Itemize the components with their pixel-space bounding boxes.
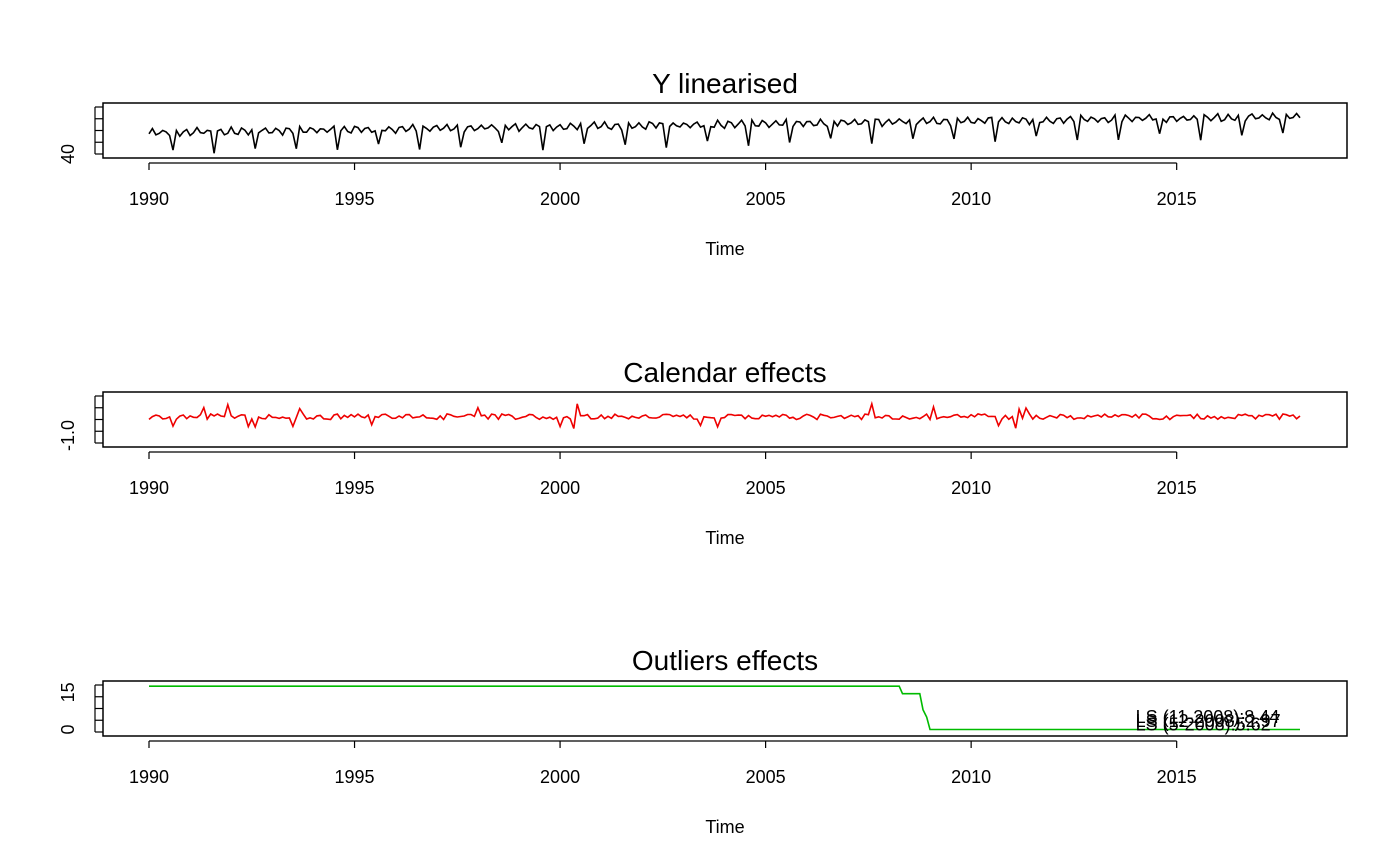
series-line bbox=[148, 111, 1301, 154]
series-line bbox=[148, 400, 1301, 430]
y-axis: -1.0 bbox=[58, 395, 103, 451]
y-tick-label: 15 bbox=[58, 682, 78, 702]
series-line bbox=[149, 685, 1300, 731]
x-tick-label: 1995 bbox=[335, 189, 375, 209]
chart-title: Calendar effects bbox=[623, 357, 826, 388]
x-tick-label: 1990 bbox=[129, 189, 169, 209]
x-tick-label: 2010 bbox=[951, 767, 991, 787]
x-tick-label: 2015 bbox=[1157, 189, 1197, 209]
y-tick-label: -1.0 bbox=[58, 420, 78, 451]
y-axis: 0 15 bbox=[58, 682, 103, 735]
x-axis: 1990 1995 2000 2005 2010 2015 bbox=[129, 740, 1197, 787]
y-axis: 40 bbox=[58, 106, 103, 164]
x-tick-label: 2000 bbox=[540, 767, 580, 787]
x-tick-label: 1990 bbox=[129, 767, 169, 787]
y-tick-label: 40 bbox=[58, 144, 78, 164]
x-tick-label: 2005 bbox=[746, 767, 786, 787]
x-tick-label: 1995 bbox=[335, 478, 375, 498]
x-axis: 1990 1995 2000 2005 2010 2015 bbox=[129, 451, 1197, 498]
x-tick-label: 2005 bbox=[746, 478, 786, 498]
x-tick-label: 1990 bbox=[129, 478, 169, 498]
annotation-label: LS (5-2008):5.62 bbox=[1136, 715, 1271, 735]
x-tick-label: 2015 bbox=[1157, 478, 1197, 498]
x-tick-label: 2005 bbox=[746, 189, 786, 209]
x-axis-label: Time bbox=[705, 817, 744, 837]
x-tick-label: 1995 bbox=[335, 767, 375, 787]
x-tick-label: 2000 bbox=[540, 189, 580, 209]
y-tick-label: 0 bbox=[58, 725, 78, 735]
panel-calendar-effects: Calendar effects 1990 1995 2000 2005 2010 201… bbox=[58, 357, 1348, 548]
panel-outliers-effects: Outliers effects 1990 1995 2000 2005 2010 201… bbox=[58, 645, 1348, 837]
x-axis-label: Time bbox=[705, 528, 744, 548]
x-tick-label: 2010 bbox=[951, 478, 991, 498]
x-tick-label: 2010 bbox=[951, 189, 991, 209]
chart-title: Outliers effects bbox=[632, 645, 818, 676]
annotation-label: LS (11-2008):8.44 bbox=[1136, 707, 1280, 727]
chart-title: Y linearised bbox=[652, 68, 798, 99]
annotation-label: LS (12-2008):2.97 bbox=[1136, 711, 1281, 731]
x-tick-label: 2015 bbox=[1157, 767, 1197, 787]
x-tick-label: 2000 bbox=[540, 478, 580, 498]
x-axis-label: Time bbox=[705, 239, 744, 259]
x-axis: 1990 1995 2000 2005 2010 2015 bbox=[129, 162, 1197, 209]
panel-y-linearised: Y linearised 1990 1995 2000 2005 2010 2015 40… bbox=[58, 68, 1348, 259]
